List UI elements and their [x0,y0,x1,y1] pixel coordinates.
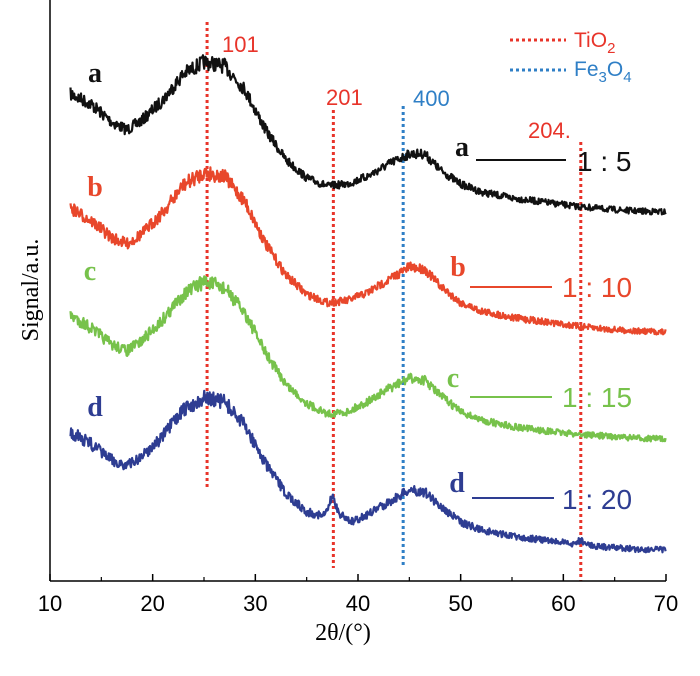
series-b-letter: b [87,172,103,203]
reference-lines: 101 201 400 204. [205,22,583,581]
series-b-line [69,166,667,336]
peak-label-400: 400 [413,86,450,111]
x-tick-label-70: 70 [654,591,678,616]
x-tick-label-40: 40 [346,591,370,616]
x-tick-label-30: 30 [243,591,267,616]
legend-fe3o4-label: Fe3O4 [574,58,632,86]
peak-label-101: 101 [222,32,259,57]
x-ticks [49,574,667,581]
x-tick-label-20: 20 [140,591,164,616]
series-d-letter: d [87,392,103,423]
series-group [69,54,667,554]
series-a-tag: a [455,132,469,163]
legend: TiO2 Fe3O4 [510,29,632,86]
x-tick-label-50: 50 [448,591,472,616]
x-axis-title: 2θ/(°) [315,620,371,646]
series-c-line [69,275,667,443]
series-a-letter: a [88,58,102,89]
series-a-ratio: 1 : 5 [577,146,631,177]
series-d-line [69,389,667,554]
series-d-ratio: 1 : 20 [562,484,632,515]
series-b-ratio: 1 : 10 [562,272,632,303]
series-c-letter: c [84,256,96,287]
peak-label-204: 204. [528,118,571,143]
x-tick-labels: 10 20 30 40 50 60 70 [38,591,678,616]
series-c-tag: c [447,363,459,394]
legend-tio2-label: TiO2 [574,29,615,57]
peak-label-201: 201 [326,85,363,110]
series-a-line [69,54,667,216]
x-tick-label-10: 10 [38,591,62,616]
series-c-ratio: 1 : 15 [562,382,632,413]
y-axis-title: Signal/a.u. [18,239,44,342]
series-annotations: a a 1 : 5 b b 1 : 10 c c 1 : 15 d d 1 : 20 [84,58,632,515]
series-d-tag: d [449,468,465,499]
series-b-tag: b [450,252,466,283]
x-tick-label-60: 60 [551,591,575,616]
